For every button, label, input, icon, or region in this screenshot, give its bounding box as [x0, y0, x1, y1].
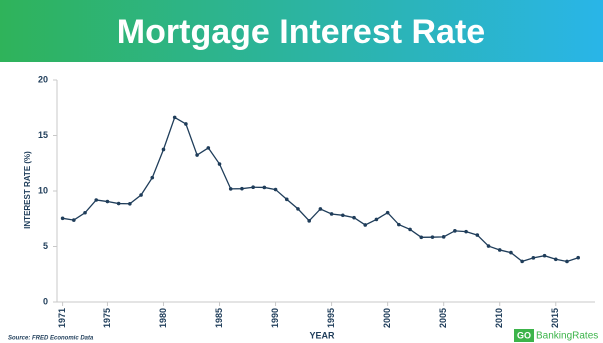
data-point [385, 210, 390, 215]
data-point [307, 219, 311, 223]
x-tick-label: 1971 [57, 308, 67, 328]
data-point [139, 193, 143, 197]
data-point [419, 235, 424, 240]
x-tick-label: 2015 [550, 308, 560, 328]
chart-title: Mortgage Interest Rate [117, 13, 485, 51]
y-tick-label: 15 [38, 130, 48, 140]
data-point [161, 147, 166, 152]
data-point [105, 199, 110, 204]
data-point [116, 201, 121, 206]
data-point [441, 235, 446, 239]
data-point [352, 215, 356, 220]
x-tick-label: 1990 [270, 308, 280, 328]
data-point [217, 162, 222, 166]
data-point [206, 146, 211, 150]
data-point [341, 213, 345, 218]
data-point [565, 259, 569, 264]
data-point [150, 175, 155, 180]
data-point [195, 153, 199, 157]
x-tick-label: 1975 [102, 308, 112, 328]
data-point [273, 187, 278, 192]
data-point [296, 207, 300, 211]
data-point [72, 218, 76, 222]
data-point [553, 257, 558, 262]
x-axis-label: YEAR [309, 330, 335, 340]
data-point [60, 216, 65, 221]
y-tick-label: 5 [43, 241, 48, 251]
logo-text: BankingRates [536, 331, 598, 342]
data-point [475, 233, 480, 237]
data-point [284, 197, 289, 202]
data-point [464, 229, 468, 234]
data-point [486, 244, 491, 248]
data-point [329, 212, 334, 216]
data-point [576, 255, 580, 260]
data-point [83, 210, 87, 215]
x-tick-label: 2010 [494, 308, 504, 328]
data-line [62, 116, 579, 263]
data-point [363, 223, 368, 227]
x-tick-label: 1985 [214, 308, 224, 328]
y-tick-label: 0 [43, 296, 48, 306]
data-point [228, 187, 233, 191]
source-note: Source: FRED Economic Data [8, 336, 94, 342]
plot-area: 0 5 10 15 20 1971 1975 1980 1985 1990 1995 2000 2005… [38, 74, 595, 328]
data-point [318, 207, 323, 211]
data-point [531, 256, 536, 260]
data-point [509, 250, 513, 255]
data-point [430, 235, 435, 239]
data-point [520, 259, 524, 264]
x-tick-label: 2000 [382, 308, 392, 328]
logo-badge-box [514, 329, 534, 342]
x-tick-label: 1995 [326, 308, 336, 328]
data-point [408, 227, 412, 232]
y-tick-label: 20 [38, 74, 48, 84]
data-point [397, 222, 401, 227]
data-point [542, 253, 547, 258]
data-point [240, 186, 244, 191]
x-tick-label: 1980 [158, 308, 168, 328]
data-point [94, 198, 99, 202]
data-point [497, 248, 502, 252]
title-banner [0, 0, 603, 62]
data-point [262, 185, 267, 190]
data-point [184, 122, 188, 126]
logo-badge: GO [517, 330, 531, 340]
data-point [251, 185, 255, 190]
data-point [374, 217, 379, 222]
y-tick-label: 10 [38, 185, 48, 195]
y-axis-label: INTEREST RATE (%) [23, 151, 32, 229]
data-point [128, 201, 132, 206]
x-tick-label: 2005 [438, 308, 448, 328]
data-point [172, 115, 177, 120]
data-point [453, 229, 457, 233]
